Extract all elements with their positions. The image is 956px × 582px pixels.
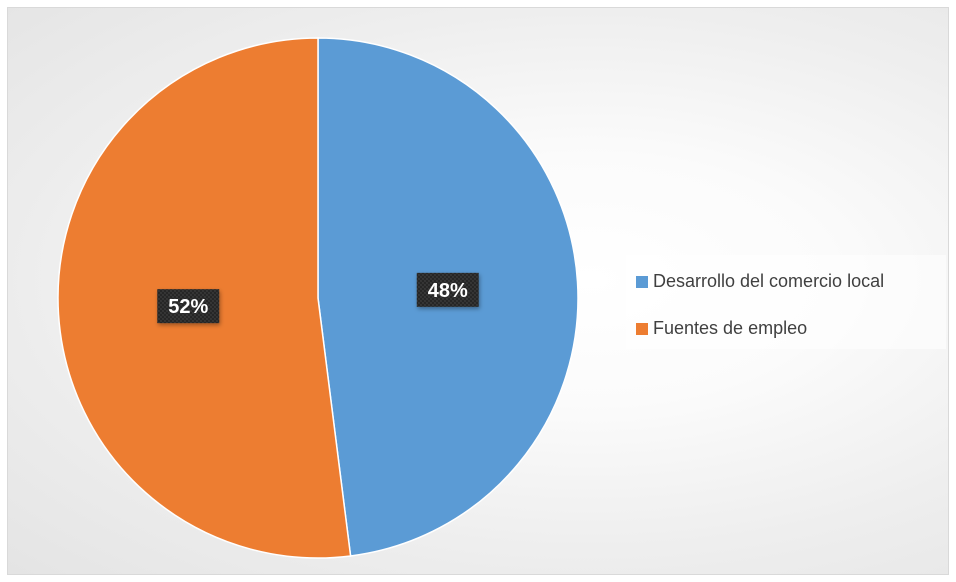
legend-swatch-fuentes — [636, 322, 648, 335]
legend-label-desarrollo: Desarrollo del comercio local — [653, 271, 885, 291]
data-label-desarrollo: 48% — [416, 272, 479, 307]
legend-label-fuentes: Fuentes de empleo — [653, 318, 808, 338]
legend-item-desarrollo: Desarrollo del comercio local — [636, 271, 884, 292]
legend-swatch-desarrollo — [636, 275, 648, 288]
data-label-fuentes: 52% — [157, 289, 220, 324]
legend: Desarrollo del comercio local Fuentes de… — [626, 255, 946, 349]
chart-area: 48% 52% Desarrollo del comercio local Fue… — [7, 7, 949, 575]
data-label-text-desarrollo: 48% — [428, 280, 468, 302]
data-label-text-fuentes: 52% — [168, 296, 208, 318]
pie-chart: 48% 52% — [57, 37, 579, 559]
data-label-box-desarrollo — [416, 272, 479, 307]
legend-item-fuentes: Fuentes de empleo — [636, 318, 807, 339]
data-label-box-fuentes — [157, 289, 220, 324]
